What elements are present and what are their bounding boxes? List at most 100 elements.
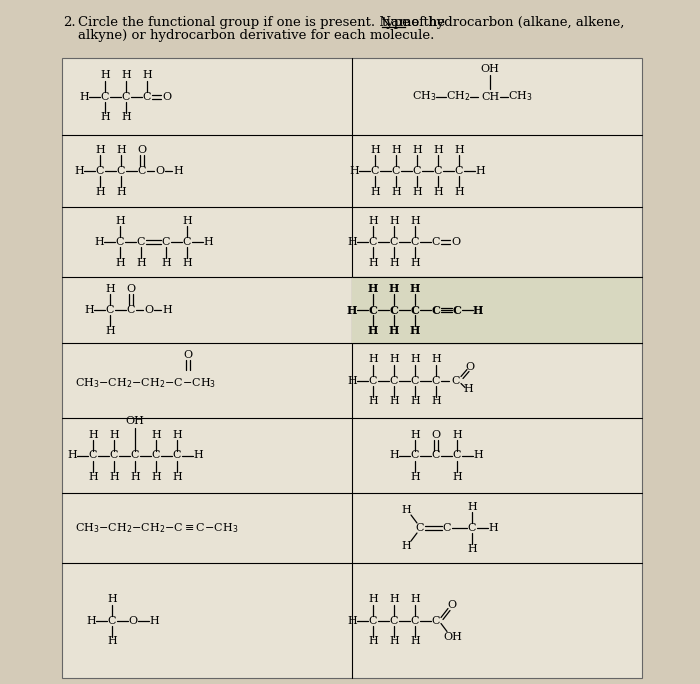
Text: H: H	[389, 637, 399, 646]
Text: H: H	[347, 616, 357, 625]
Text: H: H	[410, 637, 420, 646]
Text: H: H	[161, 258, 171, 268]
Text: C: C	[442, 523, 452, 533]
Text: C: C	[369, 376, 377, 386]
Text: C: C	[390, 376, 398, 386]
Text: C: C	[434, 166, 442, 176]
Text: H: H	[410, 471, 420, 482]
Text: C: C	[162, 237, 170, 247]
Text: H: H	[347, 376, 357, 386]
Text: H: H	[368, 397, 378, 406]
Text: C: C	[143, 92, 151, 101]
Text: O: O	[466, 362, 475, 371]
Text: H: H	[454, 187, 464, 197]
Text: H: H	[193, 451, 203, 460]
Text: H: H	[467, 544, 477, 554]
Text: H: H	[100, 112, 110, 122]
Text: C: C	[369, 616, 377, 625]
Text: H: H	[203, 237, 213, 247]
Text: C: C	[122, 92, 130, 101]
Text: H: H	[86, 616, 96, 625]
Text: H: H	[349, 166, 359, 176]
Text: H: H	[410, 397, 420, 406]
Text: H: H	[391, 187, 401, 197]
Text: C: C	[138, 166, 146, 176]
Text: C: C	[455, 166, 463, 176]
Text: C: C	[468, 523, 476, 533]
Text: CH$_3$: CH$_3$	[508, 90, 532, 103]
Text: H: H	[116, 145, 126, 155]
Text: C: C	[411, 616, 419, 625]
Text: C: C	[453, 304, 461, 315]
Text: H: H	[84, 305, 94, 315]
Text: H: H	[454, 145, 464, 155]
Text: C: C	[110, 451, 118, 460]
Text: H: H	[109, 471, 119, 482]
Text: H: H	[88, 430, 98, 440]
Text: C: C	[101, 92, 109, 101]
Text: C: C	[117, 166, 125, 176]
Text: H: H	[410, 354, 420, 365]
Text: H: H	[162, 305, 172, 315]
Text: H: H	[368, 326, 378, 337]
Text: alkyne) or hydrocarbon derivative for each molecule.: alkyne) or hydrocarbon derivative for ea…	[78, 29, 435, 42]
Text: C: C	[390, 616, 398, 625]
Text: C: C	[432, 376, 440, 386]
Text: OH: OH	[481, 64, 499, 73]
Text: H: H	[410, 258, 420, 268]
Text: H: H	[109, 430, 119, 440]
Text: H: H	[79, 92, 89, 101]
Text: H: H	[473, 304, 483, 315]
Text: C: C	[390, 304, 398, 315]
Text: H: H	[463, 384, 473, 395]
Bar	[352, 277, 642, 343]
Text: H: H	[182, 216, 192, 226]
Text: Circle the functional group if one is present. Name the: Circle the functional group if one is pr…	[78, 16, 449, 29]
Text: O: O	[137, 145, 146, 155]
Text: H: H	[412, 145, 422, 155]
Text: H: H	[389, 594, 399, 605]
Text: C: C	[432, 616, 440, 625]
Text: C: C	[411, 451, 419, 460]
Text: H: H	[115, 216, 125, 226]
Text: H: H	[475, 166, 485, 176]
Text: H: H	[467, 502, 477, 512]
Text: O: O	[127, 284, 136, 294]
Text: H: H	[116, 187, 126, 197]
Text: H: H	[121, 112, 131, 122]
Text: CH$_3$$-$CH$_2$$-$CH$_2$$-$C$-$CH$_3$: CH$_3$$-$CH$_2$$-$CH$_2$$-$C$-$CH$_3$	[75, 377, 216, 391]
Text: H: H	[410, 326, 420, 337]
Text: C: C	[371, 166, 379, 176]
Text: H: H	[389, 451, 399, 460]
Text: O: O	[144, 305, 153, 315]
Text: C: C	[89, 451, 97, 460]
Text: H: H	[389, 216, 399, 226]
Text: H: H	[431, 397, 441, 406]
Text: H: H	[346, 304, 357, 315]
Text: OH: OH	[125, 417, 144, 427]
Text: C: C	[411, 376, 419, 386]
Text: O: O	[155, 166, 164, 176]
Text: C: C	[411, 304, 419, 315]
Text: H: H	[67, 451, 77, 460]
Text: C: C	[369, 237, 377, 247]
Text: H: H	[88, 471, 98, 482]
Text: H: H	[410, 216, 420, 226]
Text: H: H	[389, 326, 399, 337]
Text: H: H	[389, 283, 399, 295]
Text: C: C	[108, 616, 116, 625]
Text: C: C	[453, 451, 461, 460]
Text: H: H	[488, 523, 498, 533]
Text: C: C	[390, 237, 398, 247]
Text: C: C	[452, 376, 461, 386]
Text: H: H	[172, 471, 182, 482]
Text: H: H	[151, 430, 161, 440]
Text: H: H	[401, 541, 411, 551]
Text: H: H	[391, 145, 401, 155]
Text: C: C	[116, 237, 125, 247]
Text: C: C	[96, 166, 104, 176]
Text: C: C	[432, 237, 440, 247]
Text: O: O	[183, 350, 192, 360]
Text: H: H	[389, 258, 399, 268]
Text: C: C	[413, 166, 421, 176]
